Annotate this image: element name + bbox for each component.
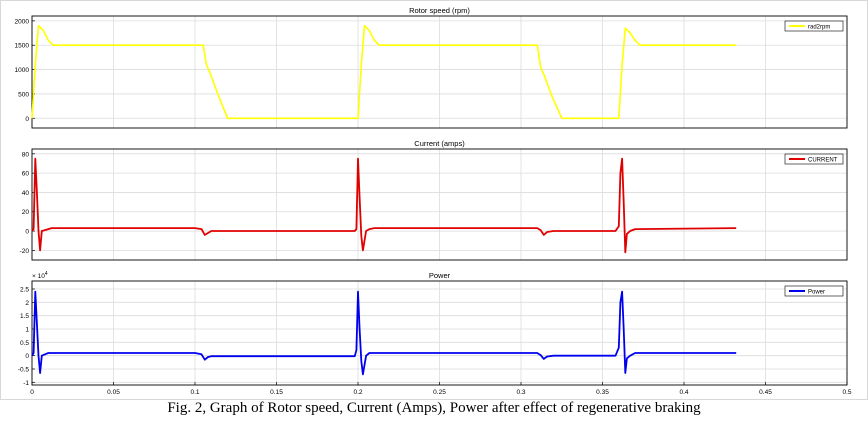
y-tick-label: 0 [25, 229, 29, 236]
y-tick-label: 40 [22, 190, 30, 197]
y-tick-label: 20 [22, 209, 30, 216]
legend-label: Power [808, 289, 825, 295]
series-line-rad2rpm [31, 24, 737, 120]
legend-box [784, 20, 844, 32]
axes-frame-2 [31, 280, 848, 386]
y-tick-label: 1000 [15, 67, 30, 74]
legend-box [784, 285, 844, 297]
y-tick-label: 2.5 [20, 287, 29, 294]
y-tick-label: -20 [20, 248, 30, 255]
y-exponent-label: × 104 [32, 271, 48, 280]
x-tick-label: 0.3 [516, 389, 525, 396]
y-tick-label: 80 [22, 151, 30, 158]
series-line-Power [31, 290, 737, 376]
series-line-CURRENT [31, 157, 737, 254]
y-tick-label: 2000 [15, 18, 30, 25]
x-tick-label: 0.5 [842, 389, 851, 396]
axes-frame-0 [31, 15, 848, 129]
y-tick-label: 0.5 [20, 340, 29, 347]
legend-box [784, 153, 844, 165]
x-tick-label: 0.45 [759, 389, 772, 396]
legend-label: CURRENT [808, 157, 838, 163]
figure-caption: Fig. 2, Graph of Rotor speed, Current (A… [167, 400, 701, 416]
y-tick-label: 500 [18, 91, 29, 98]
chart-title-1: Current (amps) [414, 139, 465, 148]
x-tick-label: 0.4 [679, 389, 688, 396]
x-tick-label: 0.05 [107, 389, 120, 396]
chart-title-0: Rotor speed (rpm) [409, 6, 470, 15]
x-tick-label: 0.15 [270, 389, 283, 396]
y-tick-label: 1500 [15, 43, 30, 50]
y-tick-label: 0 [25, 116, 29, 123]
x-tick-label: 0 [30, 389, 34, 396]
y-tick-label: -1 [23, 380, 29, 387]
x-tick-label: 0.2 [353, 389, 362, 396]
y-tick-label: 0 [25, 353, 29, 360]
x-tick-label: 0.25 [433, 389, 446, 396]
legend-label: rad2rpm [808, 24, 830, 30]
y-tick-label: 60 [22, 171, 30, 178]
y-tick-label: 1 [25, 327, 29, 334]
x-tick-label: 0.1 [190, 389, 199, 396]
chart-title-2: Power [429, 271, 451, 280]
y-tick-label: 2 [25, 300, 29, 307]
y-tick-label: -0.5 [18, 367, 30, 374]
y-tick-label: 1.5 [20, 313, 29, 320]
x-tick-label: 0.35 [596, 389, 609, 396]
axes-frame-1 [31, 148, 848, 261]
